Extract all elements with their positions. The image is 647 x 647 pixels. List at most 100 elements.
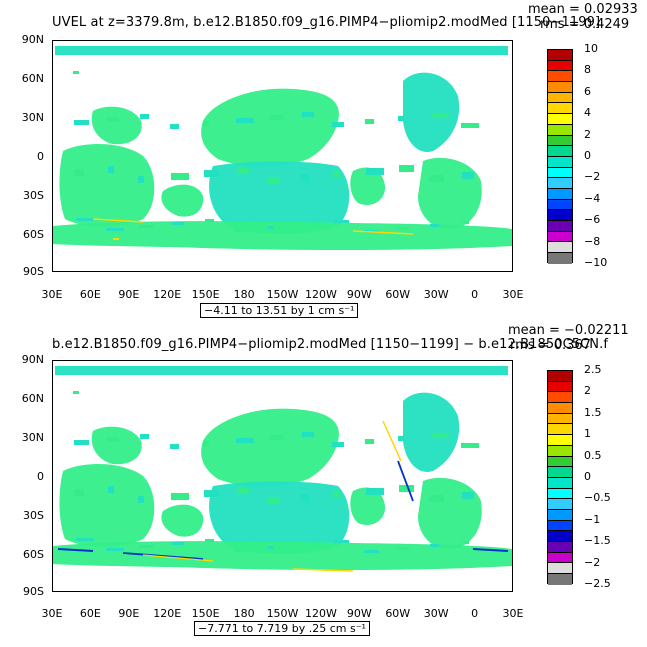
colorbar-label: 0 xyxy=(584,149,591,162)
current-streak xyxy=(292,568,354,572)
field-patch xyxy=(170,124,179,129)
colorbar-swatch xyxy=(548,520,572,532)
field-patch xyxy=(429,495,444,502)
colorbar-swatch xyxy=(548,92,572,104)
lon-label: 60E xyxy=(79,607,101,620)
field-patch xyxy=(74,120,89,125)
ocean-region xyxy=(161,184,204,217)
field-patch xyxy=(334,540,349,543)
colorbar-swatch xyxy=(548,531,572,542)
colorbar-swatch xyxy=(548,221,572,232)
field-patch xyxy=(75,489,84,496)
lon-label: 120W xyxy=(304,288,337,301)
field-patch xyxy=(302,112,314,117)
lon-label: 30E xyxy=(502,607,524,620)
top-rms: rms = 0.4249 xyxy=(540,17,630,32)
colorbar-swatch xyxy=(548,445,572,457)
field-patch xyxy=(205,539,214,542)
colorbar-label: 2 xyxy=(584,127,591,141)
lat-label: 60N xyxy=(21,392,44,405)
ocean-region xyxy=(55,366,508,375)
field-patch xyxy=(463,221,469,224)
bottom-colorbar xyxy=(547,370,573,585)
colorbar-swatch xyxy=(548,71,572,83)
colorbar-label: −4 xyxy=(584,191,601,205)
lon-label: 120E xyxy=(153,607,182,620)
current-streak xyxy=(57,548,94,552)
ocean-region xyxy=(91,106,142,145)
colorbar-swatch xyxy=(548,82,572,93)
field-patch xyxy=(431,433,449,438)
field-patch xyxy=(430,224,439,227)
field-patch xyxy=(398,116,404,121)
field-patch xyxy=(107,117,119,122)
field-patch xyxy=(462,492,474,499)
colorbar-label: −8 xyxy=(584,234,601,248)
colorbar-label: 1 xyxy=(584,427,591,441)
field-patch xyxy=(171,493,189,500)
field-patch xyxy=(333,171,339,178)
field-patch xyxy=(365,439,374,444)
colorbar-label: −0.5 xyxy=(584,491,611,505)
field-patch xyxy=(332,122,344,127)
colorbar-swatch xyxy=(548,488,572,500)
field-patch xyxy=(365,119,374,124)
top-panel: UVEL at z=3379.8m, b.e12.B1850.f09_g16.P… xyxy=(22,2,638,318)
colorbar-swatch xyxy=(548,188,572,200)
field-patch xyxy=(300,174,309,181)
bottom-rms: rms = 0.367 xyxy=(510,338,591,353)
colorbar-swatch xyxy=(548,135,572,147)
field-patch xyxy=(235,549,244,552)
colorbar-label: −6 xyxy=(584,213,601,227)
field-patch xyxy=(334,220,349,223)
lon-label: 30W xyxy=(423,607,449,620)
lon-label: 30W xyxy=(423,288,449,301)
colorbar-swatch xyxy=(548,253,572,264)
lon-label: 30E xyxy=(41,288,63,301)
field-patch xyxy=(74,440,89,445)
field-patch xyxy=(399,165,414,172)
colorbar-swatch xyxy=(548,477,572,489)
field-patch xyxy=(203,121,209,126)
ocean-region xyxy=(55,46,508,55)
colorbar-label: 2 xyxy=(584,384,591,398)
field-patch xyxy=(236,118,254,123)
colorbar-swatch xyxy=(548,403,572,414)
colorbar-swatch xyxy=(548,467,572,478)
lon-label: 120W xyxy=(304,607,337,620)
current-streak xyxy=(122,552,204,560)
field-patch xyxy=(139,545,154,548)
colorbar-label: 0 xyxy=(584,470,591,483)
colorbar-label: 2.5 xyxy=(584,363,602,376)
ocean-region xyxy=(350,487,386,526)
field-patch xyxy=(431,113,449,118)
lon-label: 90E xyxy=(118,288,140,301)
top-title: UVEL at z=3379.8m, b.e12.B1850.f09_g16.P… xyxy=(52,15,601,30)
field-patch xyxy=(461,123,479,128)
field-patch xyxy=(108,486,114,493)
ocean-region xyxy=(53,221,512,251)
lat-label: 60S xyxy=(23,228,44,241)
colorbar-swatch xyxy=(548,210,572,221)
colorbar-label: 10 xyxy=(584,42,598,55)
lon-label: 90E xyxy=(118,607,140,620)
field-patch xyxy=(76,218,94,221)
field-patch xyxy=(140,434,149,439)
field-patch xyxy=(236,438,254,443)
ocean-region xyxy=(418,157,482,230)
ocean-region xyxy=(59,144,155,227)
field-patch xyxy=(237,167,249,174)
field-patch xyxy=(267,497,279,504)
field-patch xyxy=(73,391,79,394)
colorbar-swatch xyxy=(548,60,572,72)
lon-label: 150W xyxy=(266,288,299,301)
current-streak xyxy=(142,554,214,562)
bottom-title: b.e12.B1850.f09_g16.PIMP4−pliomip2.modMe… xyxy=(52,337,609,352)
colorbar-swatch xyxy=(548,114,572,125)
field-patch xyxy=(204,170,219,177)
field-patch xyxy=(267,177,279,184)
bottom-map xyxy=(52,360,513,592)
colorbar-swatch xyxy=(548,50,572,61)
lat-label: 90N xyxy=(21,353,44,366)
field-patch xyxy=(76,538,94,541)
